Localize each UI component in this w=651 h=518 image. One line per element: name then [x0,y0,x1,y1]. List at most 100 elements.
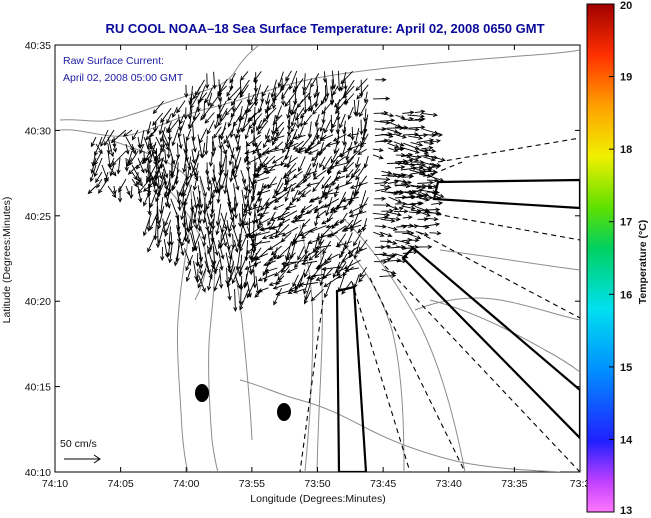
current-vector [402,173,415,178]
current-vector [349,182,368,189]
current-vector [239,84,249,99]
colorbar-tick-label: 18 [620,144,632,156]
current-vector [131,129,139,141]
current-vector [338,248,346,259]
current-vector [373,202,391,208]
current-vector [182,175,193,198]
current-vector [239,288,250,311]
current-vector [226,267,236,288]
current-vector [346,148,362,164]
current-vector [259,226,277,232]
current-vector [160,107,172,124]
figure-title: RU COOL NOAA–18 Sea Surface Temperature:… [105,21,544,36]
current-vector [274,177,283,195]
current-vector [270,245,282,256]
current-vector [315,120,320,140]
current-vector [393,209,409,214]
current-vector [290,219,306,224]
current-vector [410,165,424,170]
current-vector [118,178,127,193]
current-vector [401,205,416,211]
current-vector [332,133,347,142]
current-vector [208,148,214,167]
current-vector [298,226,318,237]
current-vector [155,224,161,249]
current-vector [379,231,393,238]
y-axis: 40:35 40:30 40:25 40:20 40:15 40:10 [25,40,580,479]
current-vector [410,184,422,190]
current-vector [282,182,297,192]
current-vector [272,114,283,126]
current-vector [329,225,347,237]
current-vector [298,135,313,152]
current-vector [137,178,143,187]
current-vector [340,212,348,225]
current-vector [381,208,394,214]
current-vector [243,184,249,201]
current-vector [387,180,399,185]
current-vector [282,135,292,154]
current-vector [146,121,152,135]
current-vector [254,289,263,298]
current-vector [93,157,103,178]
current-vector [373,231,385,237]
current-vector [265,128,271,140]
current-vector [197,261,203,276]
current-vector [145,129,157,141]
x-tick-label: 73:3 [570,478,591,490]
current-vector [321,217,334,225]
current-vector [410,141,424,147]
current-vector [107,136,115,158]
current-vector [152,100,165,115]
current-vector [184,225,191,245]
current-vector [387,226,398,231]
current-vector [172,106,178,119]
current-vector [325,224,339,229]
current-vector [379,244,392,249]
current-vector [355,99,360,118]
current-vector [271,156,284,164]
current-vector [307,87,312,101]
current-vector [363,91,368,104]
current-vector [260,197,270,211]
current-vector [233,183,239,208]
current-vector [253,71,262,83]
current-vector [244,261,262,270]
current-vector [430,175,445,182]
current-vector [90,157,97,174]
current-vector [111,150,127,166]
current-vector [310,289,324,302]
current-vector [343,93,355,105]
current-vector [184,84,189,99]
current-vector [339,113,346,129]
current-vector [325,141,340,147]
current-vector [246,225,264,237]
current-vector [304,142,320,154]
current-vector [212,71,217,90]
current-vector [275,275,285,286]
current-vector [262,155,276,168]
current-vector [139,143,145,155]
current-vector [356,84,369,100]
current-vector [291,239,305,244]
current-vector [285,142,299,150]
current-vector [137,185,143,204]
current-vector [185,156,192,181]
current-vector [161,136,170,151]
current-vector [208,218,214,236]
current-vector [204,260,213,280]
current-vector [240,71,249,81]
current-vector [358,273,367,283]
current-vector [244,148,262,155]
current-vector [423,169,438,174]
current-vector [273,287,283,306]
current-vector [307,149,319,155]
current-vector [350,212,360,233]
current-vector [257,273,276,282]
current-vector [410,188,424,193]
current-vector [262,183,278,189]
current-vector [244,217,262,226]
current-vector [423,140,435,146]
current-vector [386,216,401,222]
current-vector [363,108,368,123]
